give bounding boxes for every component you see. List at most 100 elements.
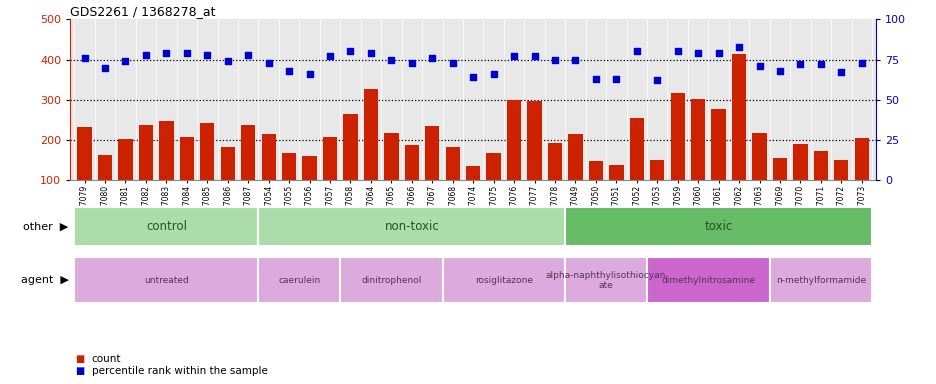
Point xyxy=(588,76,603,82)
Bar xyxy=(793,144,807,221)
Bar xyxy=(323,137,337,221)
Point xyxy=(812,61,827,68)
Text: ■: ■ xyxy=(75,366,84,376)
Point xyxy=(486,71,501,77)
Point xyxy=(384,56,399,63)
Bar xyxy=(261,134,275,221)
Bar xyxy=(690,99,705,221)
Point xyxy=(97,65,112,71)
Text: other  ▶: other ▶ xyxy=(23,222,68,232)
Bar xyxy=(548,143,562,221)
Point xyxy=(526,53,541,60)
Bar xyxy=(200,123,214,221)
Bar xyxy=(241,125,256,221)
Bar xyxy=(768,257,871,303)
Text: untreated: untreated xyxy=(144,276,188,285)
Point xyxy=(752,63,767,69)
Bar xyxy=(731,54,745,221)
Bar xyxy=(772,158,786,221)
Point xyxy=(445,60,460,66)
Point xyxy=(424,55,439,61)
Text: percentile rank within the sample: percentile rank within the sample xyxy=(92,366,268,376)
Point xyxy=(220,58,235,64)
Point xyxy=(792,61,807,68)
Bar xyxy=(97,155,112,221)
Point xyxy=(506,53,521,60)
Bar xyxy=(670,93,684,221)
Bar xyxy=(567,134,582,221)
Point xyxy=(343,48,358,55)
Text: caerulein: caerulein xyxy=(278,276,320,285)
Point xyxy=(710,50,725,56)
Bar xyxy=(527,101,541,221)
Bar xyxy=(564,207,871,246)
Point xyxy=(179,50,194,56)
Bar xyxy=(180,137,194,221)
Point xyxy=(77,55,92,61)
Point xyxy=(833,70,848,76)
Text: toxic: toxic xyxy=(704,220,732,233)
Text: ■: ■ xyxy=(75,354,84,364)
Point xyxy=(465,74,480,80)
Bar xyxy=(384,133,398,221)
Point xyxy=(649,78,664,84)
Point xyxy=(322,53,337,60)
Bar xyxy=(752,133,766,221)
Text: dinitrophenol: dinitrophenol xyxy=(360,276,421,285)
Point xyxy=(854,60,869,66)
Bar xyxy=(340,257,442,303)
Bar xyxy=(78,127,92,221)
Bar xyxy=(486,154,500,221)
Bar xyxy=(812,151,827,221)
Bar xyxy=(629,118,643,221)
Bar xyxy=(425,126,439,221)
Bar xyxy=(506,100,520,221)
Text: alpha-naphthylisothiocyan
ate: alpha-naphthylisothiocyan ate xyxy=(546,271,665,290)
Text: GDS2261 / 1368278_at: GDS2261 / 1368278_at xyxy=(70,5,215,18)
Bar xyxy=(343,114,358,221)
Bar xyxy=(465,166,480,221)
Bar xyxy=(854,138,868,221)
Point xyxy=(118,58,133,64)
Text: rosiglitazone: rosiglitazone xyxy=(475,276,533,285)
Bar xyxy=(588,161,603,221)
Point xyxy=(199,51,214,58)
Point xyxy=(608,76,623,82)
Text: non-toxic: non-toxic xyxy=(384,220,439,233)
Bar xyxy=(74,257,258,303)
Bar xyxy=(74,207,258,246)
Bar xyxy=(220,147,235,221)
Point xyxy=(301,71,316,77)
Bar xyxy=(608,165,622,221)
Point xyxy=(731,43,746,50)
Point xyxy=(629,48,644,55)
Bar xyxy=(404,145,418,221)
Point xyxy=(547,56,562,63)
Point xyxy=(261,60,276,66)
Text: count: count xyxy=(92,354,121,364)
Point xyxy=(404,60,419,66)
Bar xyxy=(282,153,296,221)
Bar xyxy=(159,121,173,221)
Point xyxy=(363,50,378,56)
Text: control: control xyxy=(146,220,186,233)
Bar xyxy=(710,109,725,221)
Point xyxy=(771,68,786,74)
Point xyxy=(139,51,154,58)
Bar xyxy=(363,89,378,221)
Point xyxy=(669,48,684,55)
Bar xyxy=(302,156,316,221)
Point xyxy=(159,50,174,56)
Point xyxy=(241,51,256,58)
Bar xyxy=(564,257,647,303)
Point xyxy=(690,50,705,56)
Bar xyxy=(833,159,848,221)
Bar xyxy=(258,207,564,246)
Bar xyxy=(446,147,460,221)
Bar xyxy=(650,159,664,221)
Text: dimethylnitrosamine: dimethylnitrosamine xyxy=(661,276,754,285)
Point xyxy=(567,56,582,63)
Point xyxy=(282,68,297,74)
Bar xyxy=(118,139,133,221)
Bar xyxy=(139,125,153,221)
